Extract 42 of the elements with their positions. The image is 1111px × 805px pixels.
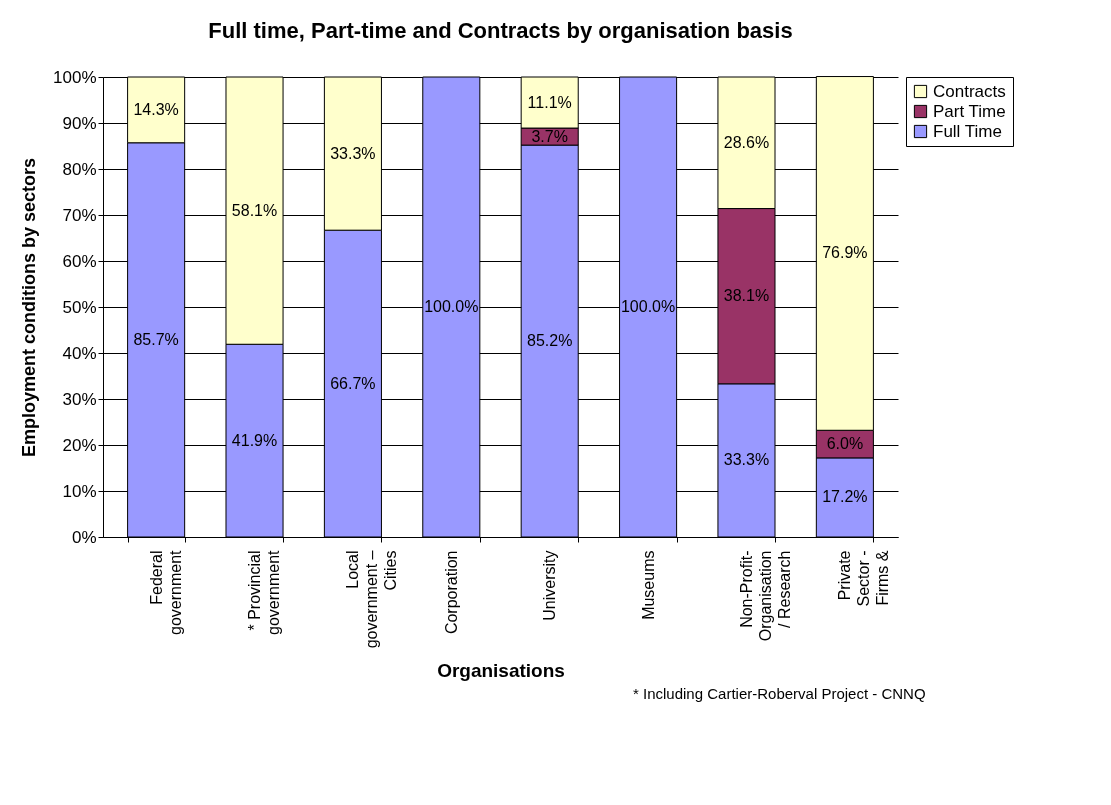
y-tick-label: 60% <box>62 251 97 271</box>
y-tick-label: 80% <box>62 159 97 179</box>
y-tick-label: 40% <box>62 343 97 363</box>
y-tick-label: 10% <box>62 481 97 501</box>
x-axis-title: Organisations <box>437 660 565 682</box>
y-tick-label: 50% <box>62 297 97 317</box>
x-tick-label: Museums <box>639 550 657 620</box>
data-label: 17.2% <box>822 488 868 506</box>
y-tick-label: 0% <box>71 527 97 547</box>
data-label: 3.7% <box>531 127 568 145</box>
y-axis-title: Employment conditions by sectors <box>19 157 40 458</box>
legend-label: Full Time <box>933 121 1002 141</box>
data-label: 28.6% <box>723 133 770 151</box>
data-label: 58.1% <box>231 201 278 219</box>
x-tick-label: Private Sector - Firms & <box>836 550 892 607</box>
data-label: 85.7% <box>133 330 179 348</box>
legend-label: Contracts <box>933 81 1006 101</box>
data-label: 100.0% <box>620 298 676 315</box>
data-label: 76.9% <box>822 244 868 262</box>
chart-title: Full time, Part-time and Contracts by organisation basis <box>208 18 793 43</box>
x-tick-label: Local government – Cities <box>344 550 400 649</box>
y-tick-label: 90% <box>62 113 97 133</box>
x-tick-label: University <box>541 550 559 621</box>
data-label: 6.0% <box>826 435 864 453</box>
data-label: 38.1% <box>723 287 770 305</box>
data-label: 33.3% <box>723 451 770 469</box>
data-label: 100.0% <box>424 298 479 315</box>
data-label: 33.3% <box>330 144 376 162</box>
data-label: 85.2% <box>527 332 573 350</box>
y-tick-label: 100% <box>53 67 97 87</box>
y-tick-label: 70% <box>62 205 97 225</box>
data-label: 11.1% <box>527 93 572 111</box>
data-label: 41.9% <box>231 431 278 449</box>
x-tick-label: Corporation <box>442 550 460 635</box>
x-tick-label: Non-Profit-Organisation / Research <box>737 550 793 642</box>
text: * Including Cartier-Roberval Project - CNNQ <box>633 685 926 702</box>
y-tick-label: 20% <box>62 435 97 455</box>
data-label: 14.3% <box>133 100 179 118</box>
legend-label: Part Time <box>933 101 1006 121</box>
x-tick-label: Federal government <box>147 549 184 635</box>
data-label: 66.7% <box>330 374 376 392</box>
y-tick-label: 30% <box>62 389 97 409</box>
